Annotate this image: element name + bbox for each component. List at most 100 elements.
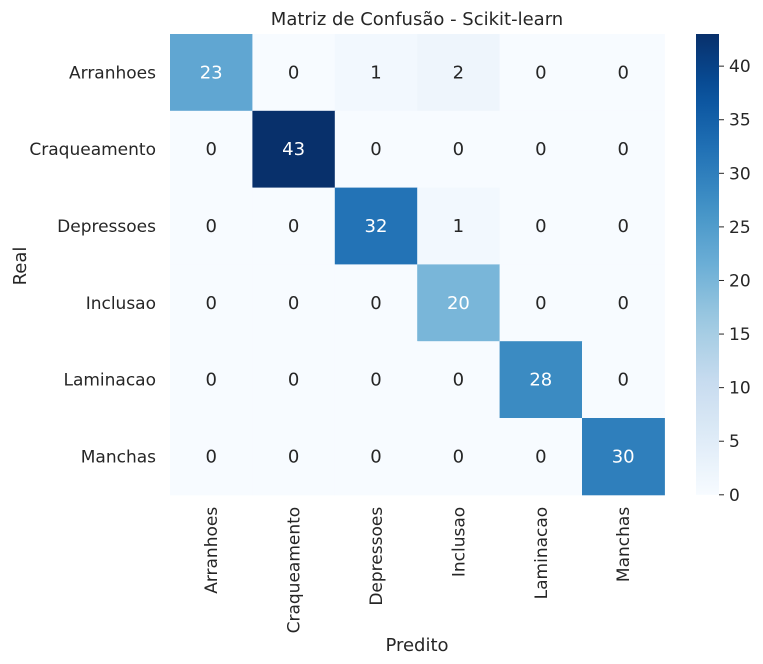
x-tick-label-2: Depressoes — [367, 507, 387, 606]
x-tick-label-3: Inclusao — [449, 507, 469, 577]
y-tick-label-3: Inclusao — [86, 294, 156, 314]
y-tick-label-5: Manchas — [81, 447, 156, 467]
colorbar: 0 5 10 15 20 25 30 35 40 — [696, 34, 751, 506]
heatmap-cell-r5-c0 — [170, 418, 253, 496]
heatmap-value-r4-c0: 0 — [205, 370, 216, 391]
heatmap-cell-r1-c1 — [252, 110, 336, 189]
colorbar-gradient — [696, 34, 719, 495]
heatmap-cell-r2-c3 — [417, 187, 501, 265]
heatmap-cell-r1-c2 — [334, 110, 418, 189]
heatmap-cell-r5-c1 — [252, 418, 336, 496]
heatmap-cell-r4-c5 — [582, 341, 665, 419]
colorbar-tick-label-0: 0 — [729, 486, 740, 506]
heatmap-value-r4-c3: 0 — [453, 370, 464, 391]
heatmap-cell-r5-c3 — [417, 418, 501, 496]
heatmap-cell-r1-c3 — [417, 110, 501, 189]
x-axis-ticks: Arranhoes Craqueamento Depressoes Inclusao L… — [202, 507, 634, 634]
heatmap-value-r1-c2: 0 — [370, 139, 381, 160]
heatmap-value-r0-c3: 2 — [453, 62, 464, 83]
heatmap-value-r3-c4: 0 — [535, 293, 546, 314]
heatmap-cell-r5-c4 — [499, 418, 583, 496]
y-axis-ticks: Arranhoes Craqueamento Depressoes Inclusao L… — [29, 63, 156, 467]
heatmap-value-r1-c1: 43 — [282, 139, 305, 160]
heatmap-value-r1-c5: 0 — [617, 139, 628, 160]
heatmap-cell-r0-c5 — [582, 34, 665, 112]
heatmap-value-r3-c3: 20 — [447, 293, 470, 314]
chart-title: Matriz de Confusão - Scikit-learn — [271, 9, 563, 30]
colorbar-tick-label-7: 35 — [729, 111, 751, 131]
heatmap-cell-r0-c1 — [252, 34, 336, 112]
heatmap-cell-r4-c0 — [170, 341, 253, 419]
colorbar-tick-label-1: 5 — [729, 432, 740, 452]
colorbar-tick-label-3: 15 — [729, 325, 751, 345]
heatmap-value-r3-c0: 0 — [205, 293, 216, 314]
heatmap-cell-r0-c3 — [417, 34, 501, 112]
x-tick-label-1: Craqueamento — [285, 507, 305, 634]
heatmap-value-r0-c5: 0 — [617, 62, 628, 83]
heatmap-cell-r1-c4 — [499, 110, 583, 189]
heatmap-cell-r2-c4 — [499, 187, 583, 265]
heatmap-value-r1-c4: 0 — [535, 139, 546, 160]
y-tick-label-4: Laminacao — [63, 371, 156, 391]
colorbar-tick-label-8: 40 — [729, 57, 751, 77]
heatmap-cell-r2-c5 — [582, 187, 665, 265]
heatmap-value-r1-c0: 0 — [205, 139, 216, 160]
heatmap-cell-r4-c1 — [252, 341, 336, 419]
heatmap-value-r1-c3: 0 — [453, 139, 464, 160]
heatmap-cell-r3-c0 — [170, 264, 253, 342]
x-tick-label-4: Laminacao — [532, 507, 552, 600]
x-axis-label: Predito — [385, 635, 448, 656]
heatmap-value-r5-c5: 30 — [612, 446, 635, 467]
heatmap-value-r5-c0: 0 — [205, 446, 216, 467]
heatmap-value-r2-c1: 0 — [288, 216, 299, 237]
heatmap-cell-r5-c2 — [334, 418, 418, 496]
y-tick-label-1: Craqueamento — [29, 140, 156, 160]
x-tick-label-5: Manchas — [614, 507, 634, 582]
heatmap-value-r0-c1: 0 — [288, 62, 299, 83]
heatmap-value-r3-c2: 0 — [370, 293, 381, 314]
heatmap-value-r2-c2: 32 — [365, 216, 388, 237]
heatmap-cell-r4-c4 — [499, 341, 583, 419]
heatmap-value-r2-c5: 0 — [617, 216, 628, 237]
heatmap-value-r0-c4: 0 — [535, 62, 546, 83]
heatmap-cell-r4-c3 — [417, 341, 501, 419]
heatmap-cell-r3-c3 — [417, 264, 501, 342]
heatmap-value-r4-c5: 0 — [617, 370, 628, 391]
y-axis-label: Real — [10, 247, 31, 286]
heatmap-cell-r3-c2 — [334, 264, 418, 342]
heatmap-cell-r0-c4 — [499, 34, 583, 112]
heatmap-cell-r3-c4 — [499, 264, 583, 342]
heatmap-cell-r3-c1 — [252, 264, 336, 342]
heatmap-value-r4-c1: 0 — [288, 370, 299, 391]
heatmap-value-r4-c4: 28 — [529, 370, 552, 391]
heatmap-cell-r1-c0 — [170, 110, 253, 189]
heatmap-cell-r0-c2 — [334, 34, 418, 112]
heatmap-value-r0-c2: 1 — [370, 62, 381, 83]
heatmap-value-r0-c0: 23 — [200, 62, 223, 83]
heatmap-cell-r2-c1 — [252, 187, 336, 265]
heatmap-value-r3-c1: 0 — [288, 293, 299, 314]
heatmap-cell-r4-c2 — [334, 341, 418, 419]
y-tick-label-2: Depressoes — [57, 217, 156, 237]
heatmap-cell-labels: 23 0 1 2 0 00 43 0 0 0 00 0 32 1 0 00 0 0 20 0 00 0 0 0 28 00 0 0 0 0… — [200, 62, 635, 467]
heatmap-cell-r2-c0 — [170, 187, 253, 265]
heatmap-cell-r2-c2 — [334, 187, 418, 265]
heatmap-cell-r1-c5 — [582, 110, 665, 189]
heatmap-value-r5-c1: 0 — [288, 446, 299, 467]
heatmap-value-r4-c2: 0 — [370, 370, 381, 391]
heatmap-value-r2-c4: 0 — [535, 216, 546, 237]
heatmap-cell-r3-c5 — [582, 264, 665, 342]
heatmap-cells — [170, 34, 665, 496]
heatmap-value-r5-c4: 0 — [535, 446, 546, 467]
colorbar-ticks: 0 5 10 15 20 25 30 35 40 — [719, 57, 751, 506]
heatmap-value-r2-c3: 1 — [453, 216, 464, 237]
heatmap-value-r5-c2: 0 — [370, 446, 381, 467]
heatmap-cell-r5-c5 — [582, 418, 665, 496]
heatmap-value-r5-c3: 0 — [453, 446, 464, 467]
heatmap-cell-r0-c0 — [170, 34, 253, 112]
colorbar-tick-label-4: 20 — [729, 271, 751, 291]
colorbar-tick-label-5: 25 — [729, 218, 751, 238]
y-tick-label-0: Arranhoes — [69, 63, 156, 83]
x-tick-label-0: Arranhoes — [202, 507, 222, 594]
